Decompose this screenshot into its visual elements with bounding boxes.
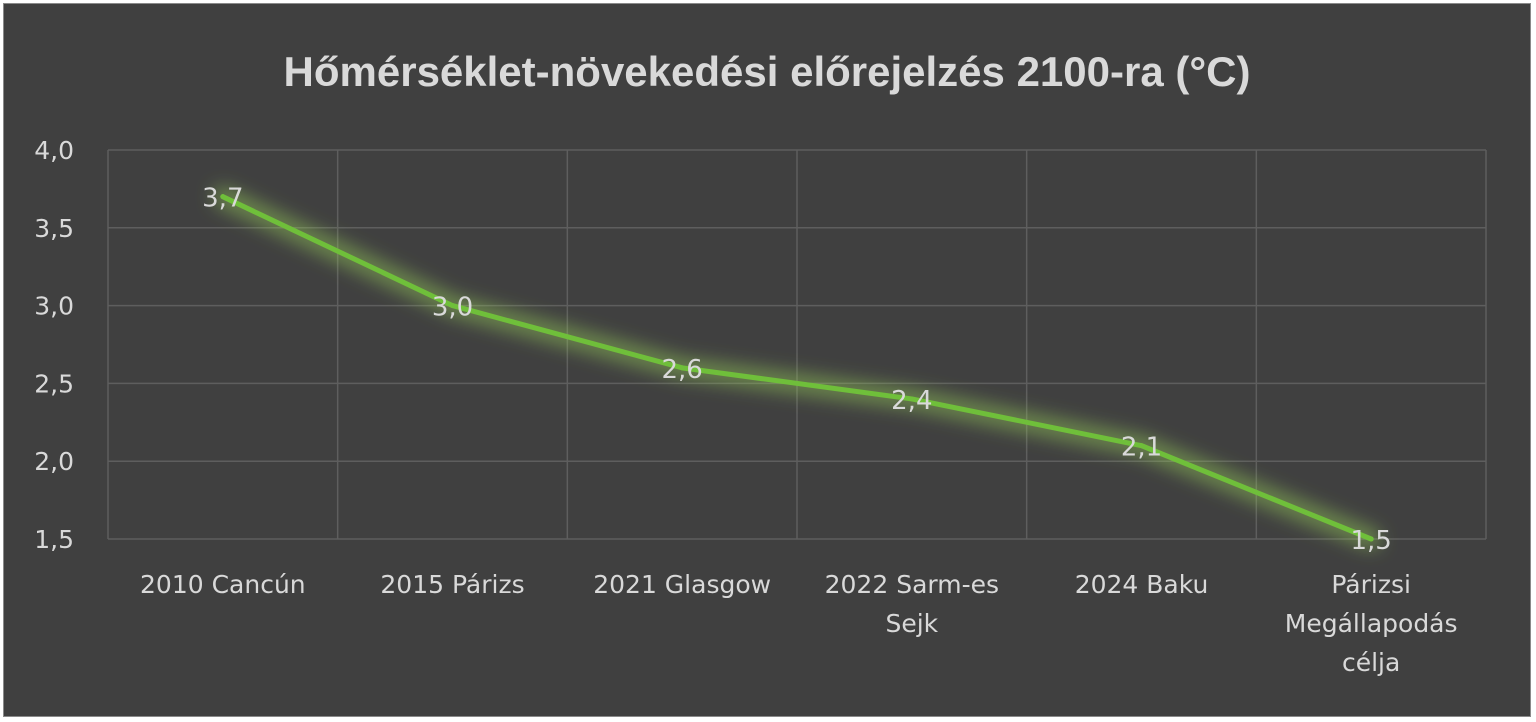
data-point [220,194,226,200]
x-tick-label: 2022 Sarm-es Sejk [825,570,999,638]
data-labels: 3,7 3,0 2,6 2,4 2,1 1,5 [202,184,1392,556]
y-tick-label: 3,5 [34,214,74,243]
data-label: 1,5 [1350,526,1391,556]
x-axis: 2010 Cancún 2015 Párizs 2021 Glasgow 2022 S… [140,570,1458,677]
x-tick-label: 2010 Cancún [140,570,306,599]
data-point [679,365,685,371]
y-tick-label: 1,5 [34,525,74,554]
grid-layer [107,149,1487,540]
y-axis: 4,0 3,5 3,0 2,5 2,0 1,5 [34,136,74,554]
data-point [909,396,915,402]
data-label: 2,4 [891,386,932,416]
data-label: 3,7 [202,184,243,214]
y-tick-label: 4,0 [34,136,74,165]
data-label: 2,6 [661,355,702,385]
chart-title: Hőmérséklet-növekedési előrejelzés 2100-… [284,48,1251,95]
data-point [450,303,455,309]
x-tick-label: 2024 Baku [1075,570,1209,599]
series-layer [212,186,1382,549]
data-point [1139,443,1144,449]
chart-frame [3,3,1531,717]
x-tick-label: 2015 Párizs [380,570,524,599]
y-tick-label: 2,5 [34,369,74,398]
data-label: 2,1 [1121,433,1162,463]
x-tick-label: 2021 Glasgow [593,570,771,599]
data-label: 3,0 [432,293,473,323]
y-tick-label: 3,0 [34,292,74,321]
data-point [1368,536,1374,542]
x-tick-label: Párizsi Megállapodás célja [1285,570,1458,677]
series-line [220,194,1374,542]
y-tick-label: 2,0 [34,447,74,476]
